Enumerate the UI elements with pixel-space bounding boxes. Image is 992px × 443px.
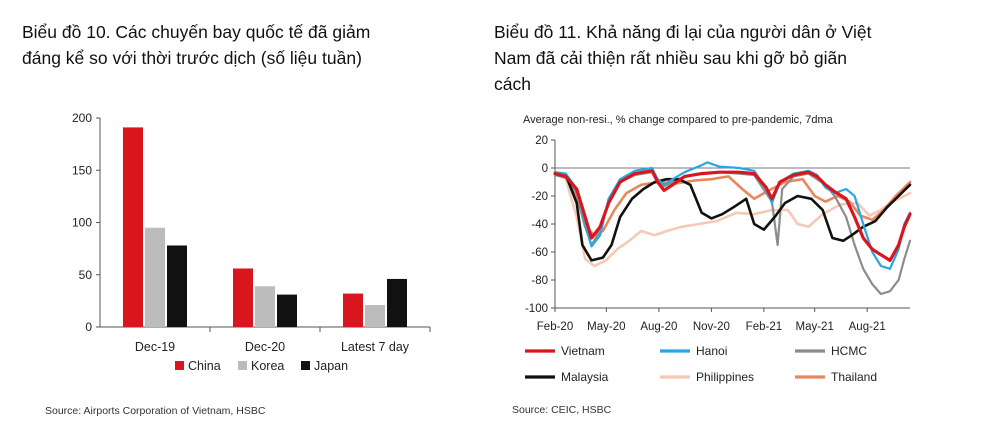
- series-line-malaysia: [553, 172, 912, 262]
- legend-label-korea: Korea: [251, 359, 284, 373]
- bar-japan-latest-7-day: [387, 278, 407, 327]
- y-tick-label: 20: [535, 135, 548, 147]
- legend-label-china: China: [188, 359, 221, 373]
- legend-label-thailand: Thailand: [831, 370, 877, 384]
- series-line-vietnam: [553, 169, 912, 262]
- bar-korea-dec-19: [145, 227, 165, 327]
- legend-label-hanoi: Hanoi: [696, 344, 727, 358]
- bar-japan-dec-19: [167, 245, 187, 327]
- bar-legend: China Korea Japan: [175, 359, 348, 373]
- x-tick-label: May-21: [796, 321, 834, 333]
- y-tick-label: 0: [542, 163, 548, 175]
- legend-label-philippines: Philippines: [696, 370, 754, 384]
- x-tick-label: Feb-21: [746, 321, 782, 333]
- bar-china-latest-7-day: [343, 293, 363, 327]
- chart-subtitle: Average non-resi., % change compared to …: [523, 114, 834, 126]
- x-tick-label: Aug-20: [640, 321, 677, 333]
- legend-swatch-korea: [238, 361, 247, 370]
- bar-japan-dec-20: [277, 294, 297, 327]
- chart11-title-line1: Biểu đồ 11. Khả năng đi lại của người dâ…: [494, 22, 872, 42]
- mobility-line-chart: Average non-resi., % change compared to …: [523, 114, 912, 384]
- bar-china-dec-20: [233, 268, 253, 327]
- flights-bar-chart-panel: 0 50 100 150 200 Dec-19 Dec-20 Latest 7 day Chin…: [40, 100, 460, 430]
- chart11-source-note: Source: CEIC, HSBC: [512, 404, 612, 416]
- legend-label-hcmc: HCMC: [831, 344, 867, 358]
- y-tick-label: 0: [85, 320, 92, 334]
- flights-bar-chart: 0 50 100 150 200 Dec-19 Dec-20 Latest 7 day Chin…: [72, 111, 431, 373]
- x-tick-label: May-20: [587, 321, 625, 333]
- x-category-label: Latest 7 day: [341, 340, 410, 354]
- x-category-label: Dec-20: [245, 340, 285, 354]
- x-category-label: Dec-19: [135, 340, 175, 354]
- chart10-source-note: Source: Airports Corporation of Vietnam,…: [45, 405, 266, 417]
- x-tick-label: Feb-20: [537, 321, 573, 333]
- y-tick-label: 150: [72, 163, 92, 177]
- y-tick-label: -20: [531, 191, 548, 203]
- y-tick-label: -100: [525, 303, 548, 315]
- line-legend: Vietnam Hanoi HCMC Malaysia Philippines Thail…: [525, 344, 877, 384]
- mobility-line-chart-panel: Average non-resi., % change compared to …: [505, 100, 920, 430]
- bar-china-dec-19: [123, 127, 143, 327]
- y-tick-label: 100: [72, 216, 92, 230]
- legend-swatch-china: [175, 361, 184, 370]
- y-tick-label: -80: [531, 275, 548, 287]
- y-tick-label: 200: [72, 111, 92, 125]
- chart10-title-line1: Biểu đồ 10. Các chuyến bay quốc tế đã gi…: [22, 22, 371, 42]
- legend-label-vietnam: Vietnam: [561, 344, 605, 358]
- x-tick-label: Nov-20: [693, 321, 730, 333]
- legend-swatch-japan: [301, 361, 310, 370]
- x-tick-label: Aug-21: [849, 321, 886, 333]
- bar-korea-latest-7-day: [365, 305, 385, 327]
- bar-korea-dec-20: [255, 286, 275, 327]
- chart10-title-line2: đáng kể so với thời trước dịch (số liệu …: [22, 48, 362, 68]
- y-tick-label: 50: [79, 268, 93, 282]
- legend-label-malaysia: Malaysia: [561, 370, 609, 384]
- chart11-title-line3: cách: [494, 74, 531, 94]
- y-tick-label: -60: [531, 247, 548, 259]
- legend-label-japan: Japan: [314, 359, 348, 373]
- y-tick-label: -40: [531, 219, 548, 231]
- chart11-title-line2: Nam đã cải thiện rất nhiều sau khi gỡ bỏ…: [494, 48, 847, 68]
